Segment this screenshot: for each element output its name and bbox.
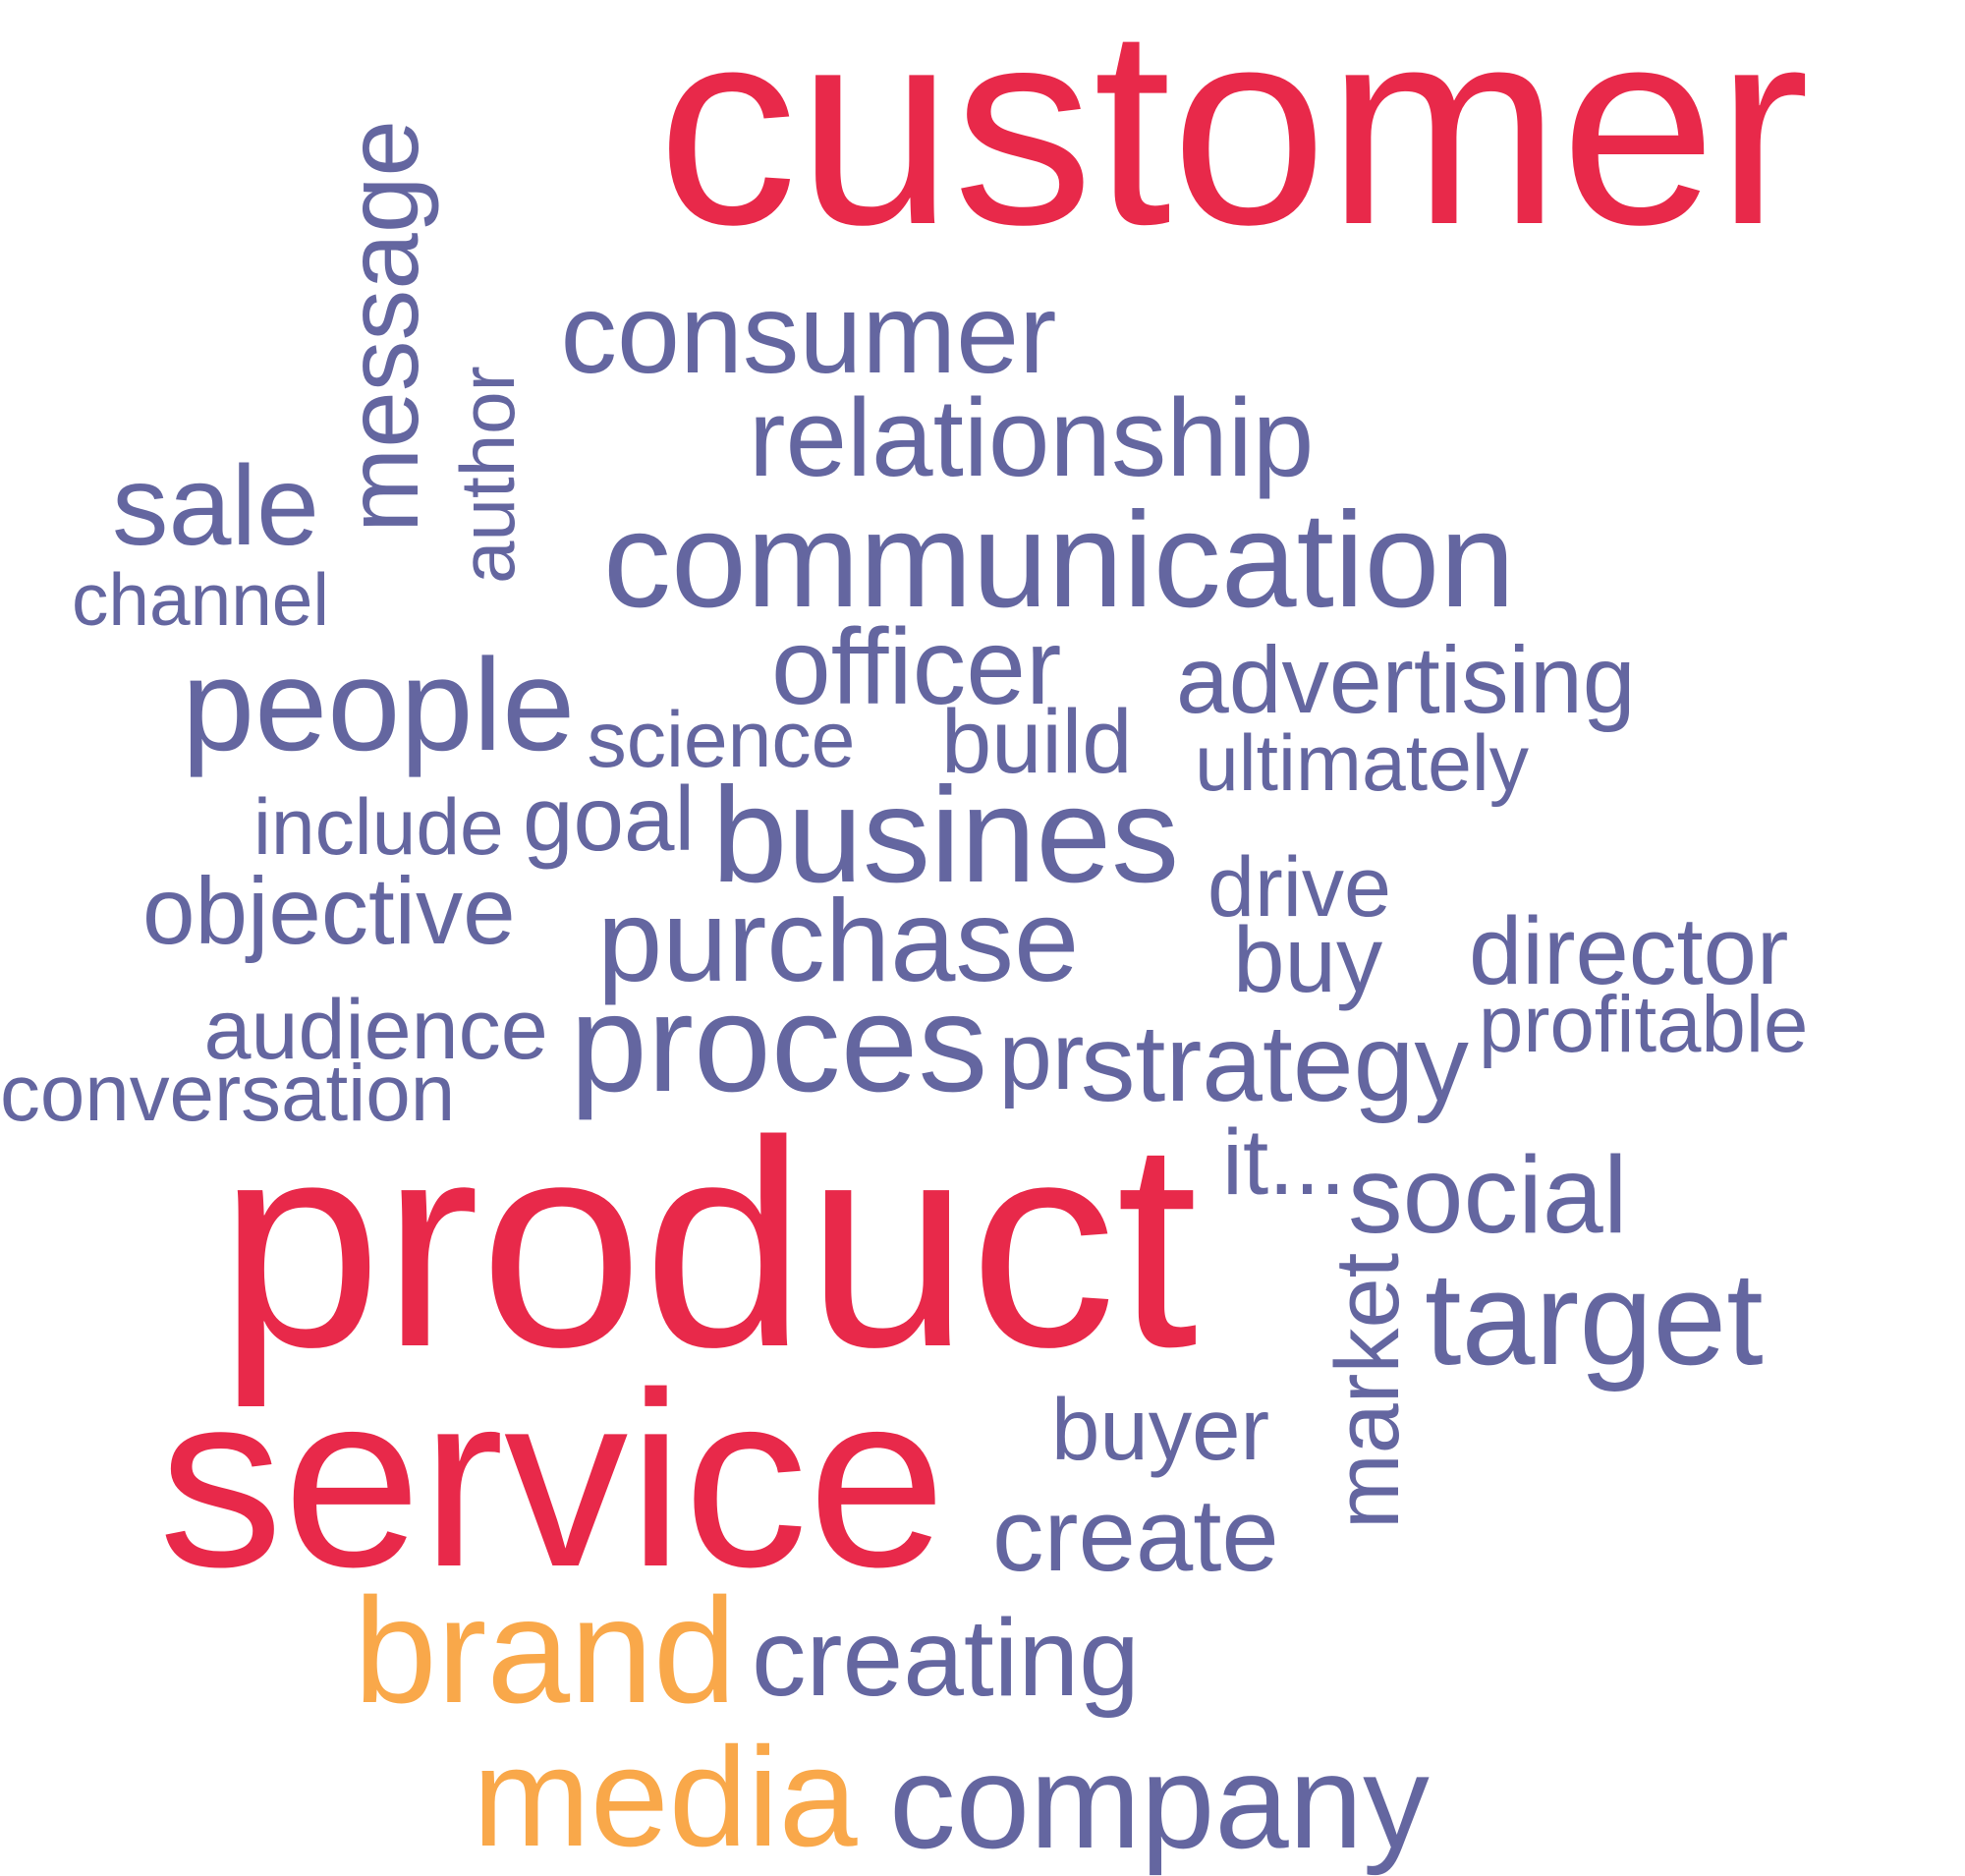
word-it: it... <box>1222 1110 1346 1214</box>
word-company: company <box>889 1727 1430 1876</box>
word-media: media <box>473 1718 858 1876</box>
word-purchase: purchase <box>597 875 1080 1006</box>
word-goal: goal <box>523 767 696 870</box>
word-buyer: buyer <box>1051 1380 1270 1478</box>
word-science: science <box>587 695 856 784</box>
word-conversation: conversation <box>0 1048 456 1138</box>
word-customer: customer <box>657 0 1810 283</box>
word-build: build <box>941 692 1133 792</box>
word-product: product <box>218 1081 1199 1408</box>
word-consumer: consumer <box>560 270 1057 397</box>
word-message: message <box>325 120 439 533</box>
word-director: director <box>1469 896 1789 1004</box>
word-drive: drive <box>1207 839 1392 935</box>
word-sale: sale <box>112 442 319 569</box>
word-social: social <box>1348 1132 1628 1256</box>
word-channel: channel <box>72 558 330 641</box>
word-strategy: strategy <box>1081 1002 1469 1124</box>
word-communication: communication <box>603 484 1516 636</box>
word-author: author <box>444 365 531 584</box>
word-ultimately: ultimately <box>1195 718 1530 808</box>
word-pr: pr <box>998 1001 1085 1109</box>
word-officer: officer <box>771 607 1062 727</box>
word-proces: proces <box>570 965 988 1121</box>
word-relationship: relationship <box>749 374 1315 499</box>
word-include: include <box>253 783 504 872</box>
word-target: target <box>1425 1244 1764 1393</box>
word-service: service <box>158 1339 946 1619</box>
word-create: create <box>992 1477 1279 1593</box>
word-busines: busines <box>711 760 1180 911</box>
word-people: people <box>182 632 576 778</box>
word-advertising: advertising <box>1176 626 1636 733</box>
word-brand: brand <box>354 1566 737 1734</box>
word-audience: audience <box>203 982 548 1077</box>
word-creating: creating <box>752 1597 1140 1719</box>
word-buy: buy <box>1233 909 1383 1012</box>
word-profitable: profitable <box>1479 979 1809 1069</box>
word-objective: objective <box>142 858 516 964</box>
word-market: market <box>1318 1252 1418 1529</box>
